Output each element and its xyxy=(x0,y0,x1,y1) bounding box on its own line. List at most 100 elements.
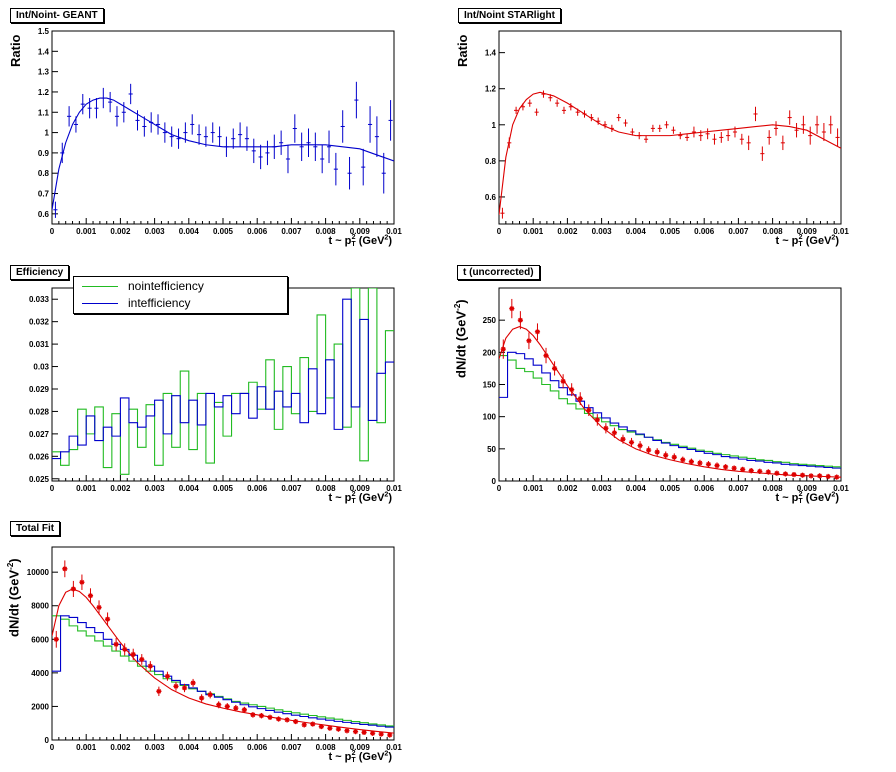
star-marker xyxy=(62,566,68,572)
star-marker xyxy=(130,651,136,658)
legend-swatch xyxy=(82,303,118,304)
x-tick-label: 0.002 xyxy=(110,743,131,752)
star-marker xyxy=(87,593,94,599)
chart-title: Int/Noint- GEANT xyxy=(10,8,104,23)
x-tick-label: 0.01 xyxy=(386,484,402,493)
y-tick-label: 100 xyxy=(483,413,497,422)
x-tick-label: 0 xyxy=(497,484,502,493)
x-tick-label: 0.004 xyxy=(179,743,200,752)
x-tick-label: 0.01 xyxy=(833,484,849,493)
x-axis-label-sup: 2 xyxy=(351,491,356,498)
legend-entry: intefficiency xyxy=(74,295,287,313)
x-axis-label-unit: (GeV xyxy=(802,491,832,504)
y-tick-label: 0.033 xyxy=(29,295,50,304)
x-tick-label: 0.009 xyxy=(797,227,818,236)
x-tick-label: 0.006 xyxy=(694,227,715,236)
x-tick-label: 0.005 xyxy=(660,227,681,236)
star-marker xyxy=(190,680,196,686)
star-marker xyxy=(586,407,592,413)
y-tick-label: 0.028 xyxy=(29,407,50,416)
x-tick-label: 0.002 xyxy=(557,484,578,493)
y-tick-label: 0 xyxy=(492,477,497,486)
x-tick-label: 0.001 xyxy=(76,743,97,752)
x-axis-label-sup: 2 xyxy=(798,234,803,241)
chart-title: Total Fit xyxy=(10,521,61,536)
x-tick-label: 0.007 xyxy=(728,227,749,236)
x-tick-label: 0.006 xyxy=(247,227,268,236)
y-tick-label: 1.5 xyxy=(38,27,50,36)
star-marker xyxy=(173,683,179,689)
star-marker xyxy=(714,462,720,469)
star-marker xyxy=(603,425,609,431)
x-tick-label: 0.004 xyxy=(626,484,647,493)
fit-curve-red xyxy=(52,588,394,734)
histogram-blue xyxy=(499,351,841,469)
x-tick-label: 0.001 xyxy=(76,227,97,236)
star-marker xyxy=(731,465,737,471)
plot-area xyxy=(52,81,394,218)
x-tick-label: 0.006 xyxy=(247,484,268,493)
chart-title: Int/Noint STARlight xyxy=(458,8,561,23)
plot-area xyxy=(52,560,394,738)
x-tick-label: 0.006 xyxy=(694,484,715,493)
y-tick-label: 2000 xyxy=(31,702,49,711)
star-marker xyxy=(526,338,532,344)
star-marker xyxy=(611,430,618,436)
star-marker xyxy=(344,728,350,734)
x-tick-label: 0.003 xyxy=(145,227,166,236)
y-axis-label-main: Ratio xyxy=(455,34,470,68)
star-marker xyxy=(680,457,686,463)
x-axis-label-sup: 2 xyxy=(351,234,356,241)
star-marker xyxy=(199,695,205,701)
histogram-green xyxy=(499,355,841,468)
x-tick-label: 0.008 xyxy=(316,743,337,752)
star-marker xyxy=(122,646,128,652)
star-marker xyxy=(697,460,703,466)
star-marker xyxy=(560,378,566,384)
x-axis-label-unit-sup: 2 xyxy=(384,491,389,499)
x-tick-label: 0.004 xyxy=(179,484,200,493)
legend-swatch xyxy=(82,286,118,287)
y-tick-label: 0.8 xyxy=(485,157,497,166)
x-axis-label-sub: T xyxy=(351,498,356,505)
star-marker xyxy=(387,732,393,738)
chart-p4: 0 0.001 0.002 0.003 0.004 0.005 0.006 0.007 0.00… xyxy=(483,287,849,493)
y-tick-label: 1.3 xyxy=(38,68,50,77)
star-marker xyxy=(620,436,626,442)
x-tick-label: 0 xyxy=(497,227,502,236)
x-tick-label: 0.003 xyxy=(145,743,166,752)
x-tick-label: 0.005 xyxy=(660,484,681,493)
star-marker xyxy=(147,663,153,669)
star-marker xyxy=(241,707,247,713)
chart-p1: 0 0.001 0.002 0.003 0.004 0.005 0.006 0.007 0.00… xyxy=(38,27,402,236)
star-marker xyxy=(517,317,523,323)
plot-area xyxy=(499,298,841,480)
x-tick-label: 0.001 xyxy=(523,227,544,236)
y-tick-label: 10000 xyxy=(27,568,50,577)
x-axis-label-main: t ~ p xyxy=(775,491,799,504)
y-tick-label: 0 xyxy=(45,736,50,745)
x-tick-label: 0.005 xyxy=(213,227,234,236)
star-marker xyxy=(327,725,333,731)
x-tick-label: 0.005 xyxy=(213,743,234,752)
x-axis-label-unit-sup: 2 xyxy=(831,491,836,499)
x-tick-label: 0.007 xyxy=(281,743,302,752)
x-tick-label: 0.002 xyxy=(557,227,578,236)
y-tick-label: 0.9 xyxy=(38,149,50,158)
star-marker xyxy=(53,636,59,642)
chart-p2: 0 0.001 0.002 0.003 0.004 0.005 0.006 0.007 0.00… xyxy=(485,30,849,236)
x-tick-label: 0.002 xyxy=(110,227,131,236)
legend: nointefficiency intefficiency xyxy=(73,276,288,314)
y-axis-label: Ratio xyxy=(8,35,23,68)
x-tick-label: 0 xyxy=(50,227,55,236)
x-axis-label-main: t ~ p xyxy=(328,750,352,763)
x-tick-label: 0.006 xyxy=(247,743,268,752)
star-marker xyxy=(782,471,789,477)
legend-label: intefficiency xyxy=(128,296,191,310)
x-tick-label: 0.002 xyxy=(110,484,131,493)
star-marker xyxy=(113,641,119,647)
